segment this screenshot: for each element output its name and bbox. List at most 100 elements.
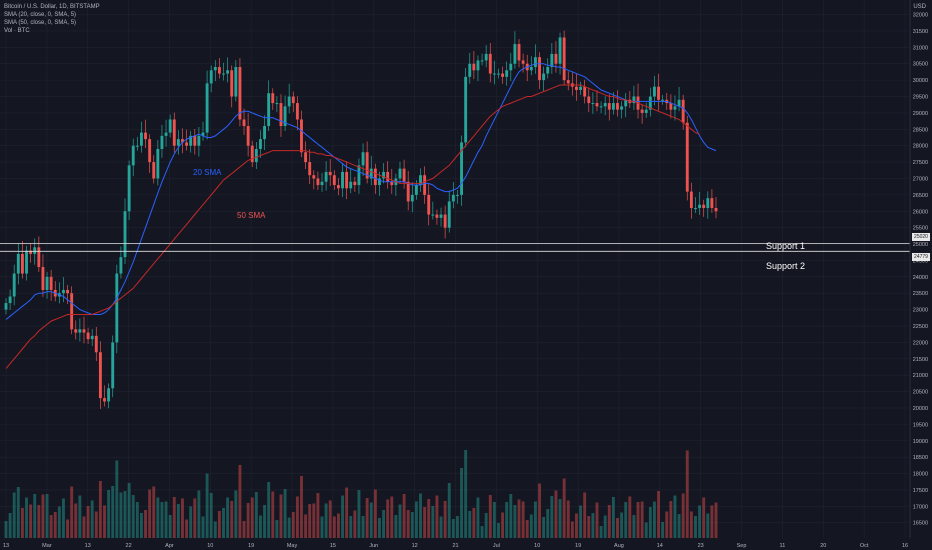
- support2-label: Support 2: [766, 261, 806, 271]
- volume-bar: [152, 486, 156, 538]
- time-tick-label: 10: [207, 543, 213, 549]
- time-tick-label: Jun: [369, 543, 378, 549]
- candle-body: [616, 103, 619, 110]
- volume-bar: [550, 496, 554, 538]
- candle-body: [222, 73, 225, 75]
- volume-bar: [554, 490, 558, 538]
- sma20-legend[interactable]: SMA (20, close, 0, SMA, 5): [4, 12, 77, 18]
- candle-body: [611, 103, 615, 110]
- candle-body: [447, 201, 451, 228]
- volume-bar: [123, 491, 127, 538]
- candle-body: [378, 178, 381, 186]
- volume-bar: [570, 521, 574, 538]
- candle-body: [492, 73, 496, 75]
- volume-bar: [517, 499, 521, 538]
- candle-body: [271, 93, 275, 104]
- price-tick-label: 26500: [913, 193, 928, 199]
- candle-body: [480, 60, 484, 62]
- volume-bar: [349, 516, 353, 538]
- volume-bar: [70, 486, 74, 538]
- volume-bar: [300, 476, 303, 538]
- time-tick-label: 21: [452, 543, 458, 549]
- volume-bar: [665, 511, 669, 538]
- support-lines[interactable]: [0, 242, 910, 252]
- volume-bar: [423, 507, 427, 538]
- price-tick-label: 20000: [913, 406, 928, 412]
- price-tick-label: 29500: [913, 95, 928, 101]
- volume-bar: [653, 501, 656, 538]
- volume-bar: [242, 521, 246, 538]
- volume-bar: [295, 496, 299, 538]
- time-tick-label: 15: [330, 543, 336, 549]
- price-tick-label: 23500: [913, 291, 928, 297]
- volume-bar: [209, 493, 213, 538]
- volume-bar: [41, 494, 45, 538]
- time-tick-label: 13: [3, 543, 9, 549]
- volume-bar: [558, 499, 562, 538]
- volume-bar: [361, 516, 365, 538]
- volume-bar: [521, 501, 525, 538]
- candle-body: [558, 37, 562, 64]
- volume-bar: [357, 490, 361, 538]
- candle-body: [677, 99, 681, 107]
- price-tick-label: 22000: [913, 340, 928, 346]
- sma50-legend[interactable]: SMA (50, close, 0, SMA, 5): [4, 20, 77, 26]
- price-tick-label: 25500: [913, 226, 928, 232]
- volume-bar: [439, 516, 443, 538]
- volume-bar: [160, 502, 164, 538]
- sma-lines: [5, 63, 717, 369]
- volume-bar: [620, 512, 624, 538]
- volume-bar: [279, 494, 283, 538]
- candle-body: [632, 96, 636, 104]
- candle-body: [681, 99, 685, 123]
- volume-bar: [168, 515, 172, 538]
- price-tick-label: 27500: [913, 160, 928, 166]
- time-tick-label: 14: [657, 543, 663, 549]
- symbol-title[interactable]: Bitcoin / U.S. Dollar, 1D, BITSTAMP: [4, 4, 100, 10]
- volume-bar: [435, 495, 439, 538]
- volume-bar: [205, 473, 209, 538]
- volume-bar: [386, 499, 390, 538]
- candle-body: [164, 132, 168, 136]
- volume-bar: [406, 510, 410, 538]
- candle-body: [332, 175, 336, 186]
- volume-bar: [103, 505, 106, 538]
- candle-body: [353, 181, 357, 186]
- chart-grid: [0, 0, 910, 538]
- volume-bar: [648, 507, 652, 538]
- volume-bar: [624, 502, 628, 538]
- volume-bar: [189, 506, 193, 538]
- volume-bar: [714, 502, 718, 538]
- volume-bar: [468, 511, 472, 538]
- price-tick-label: 25000: [913, 242, 928, 248]
- volume-bar: [492, 502, 496, 538]
- volume-bar: [546, 509, 550, 538]
- volume-bar: [611, 497, 615, 538]
- candle-body: [291, 96, 295, 104]
- candle-body: [517, 44, 521, 61]
- price-axis[interactable]: 16500 17000 17500 18000 18500 19000 19500 20000…: [913, 13, 928, 527]
- candle-body: [98, 352, 102, 399]
- volume-bar: [566, 500, 570, 538]
- volume-bar: [181, 498, 184, 538]
- candle-body: [386, 171, 390, 182]
- volume-bar: [172, 497, 176, 538]
- time-axis[interactable]: 13 Mar 13 22 Apr 10 19 May 15 Jun 12 21 Jul 10 19 Aug 14…: [3, 543, 908, 549]
- candle-body: [287, 96, 291, 107]
- volume-bar: [119, 492, 123, 538]
- candle-body: [398, 168, 402, 179]
- volume-bar: [98, 481, 102, 538]
- volume-bar: [451, 519, 455, 538]
- candle-body: [78, 329, 82, 333]
- volume-bar: [234, 490, 238, 538]
- candle-body: [550, 53, 554, 68]
- volume-bar: [685, 450, 689, 538]
- volume-bar: [562, 478, 566, 538]
- candle-body: [435, 214, 439, 218]
- time-tick-label: Jul: [493, 543, 500, 549]
- sma20-line: [5, 63, 717, 320]
- volume-legend[interactable]: Vol · BTC: [4, 28, 30, 34]
- candle-body: [189, 135, 193, 146]
- time-tick-label: 10: [534, 543, 540, 549]
